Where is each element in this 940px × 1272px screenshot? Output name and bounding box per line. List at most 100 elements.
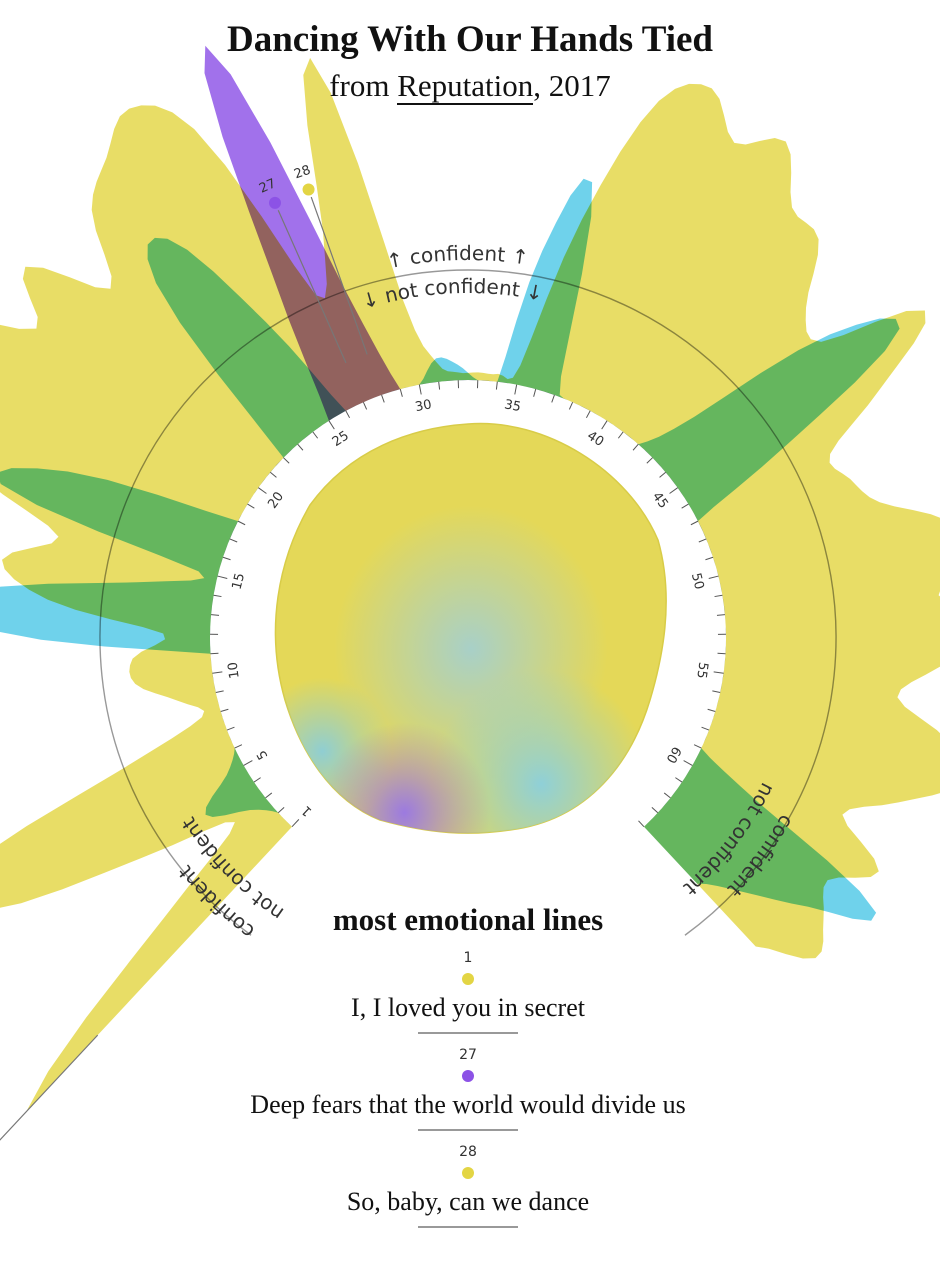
area-blue xyxy=(0,178,900,921)
emotional-line-item: 1 I, I loved you in secret xyxy=(0,950,936,1047)
line-text: So, baby, can we dance xyxy=(346,1187,590,1216)
tick-label: 20 xyxy=(265,489,287,511)
divider xyxy=(418,1226,518,1228)
tick-mark xyxy=(229,538,238,543)
emotion-blob xyxy=(274,422,667,834)
tick-mark xyxy=(247,503,255,509)
tick-mark xyxy=(681,503,689,509)
line-color-dot xyxy=(462,1070,474,1082)
tick-mark xyxy=(399,388,403,397)
tick-label: 10 xyxy=(226,661,243,679)
emotion-areas xyxy=(0,45,940,1112)
tick-label: 40 xyxy=(584,428,606,450)
area-purple xyxy=(204,45,726,827)
tick-mark xyxy=(328,420,335,430)
tick-mark xyxy=(312,431,319,439)
line-text: Deep fears that the world would divide u… xyxy=(250,1090,686,1119)
tick-mark xyxy=(234,744,243,749)
tick-mark xyxy=(659,471,667,478)
divider xyxy=(418,1129,518,1131)
tick-mark xyxy=(693,744,702,749)
marker-dot xyxy=(302,183,315,196)
tick-mark xyxy=(381,394,385,403)
tick-mark xyxy=(345,410,351,419)
tick-mark xyxy=(698,538,707,543)
emotional-line-item: 28 So, baby, can we dance xyxy=(0,1144,936,1241)
tick-mark xyxy=(646,457,653,464)
song-title: Dancing With Our Hands Tied xyxy=(227,19,713,60)
tick-mark xyxy=(226,726,235,731)
tick-mark xyxy=(716,614,725,616)
tick-label: 5 xyxy=(254,747,271,762)
tick-label: 45 xyxy=(649,489,671,511)
divider xyxy=(418,1032,518,1034)
tick-label: 15 xyxy=(230,572,249,592)
tick-mark xyxy=(217,575,228,579)
tick-mark xyxy=(690,520,699,526)
tick-mark xyxy=(277,807,285,814)
tick-mark xyxy=(712,690,721,694)
tick-mark xyxy=(237,520,246,526)
tick-mark xyxy=(638,820,645,828)
tick-mark xyxy=(418,384,422,395)
marker-dot xyxy=(268,196,281,209)
tick-label: 25 xyxy=(330,428,352,450)
line-color-dot xyxy=(462,973,474,985)
tick-mark xyxy=(215,690,224,694)
marker-stem xyxy=(0,1034,99,1141)
tick-mark xyxy=(714,594,723,598)
marker-label: 27 xyxy=(257,176,278,196)
emotional-line-item: 27 Deep fears that the world would divid… xyxy=(0,1047,936,1144)
emotional-lines-list: 1 I, I loved you in secret 27 Deep fears… xyxy=(0,950,936,1241)
tick-mark xyxy=(713,671,724,674)
tick-mark xyxy=(297,443,304,451)
tick-mark xyxy=(669,487,678,494)
tick-label: 35 xyxy=(503,397,522,415)
line-text: I, I loved you in secret xyxy=(351,993,585,1022)
tick-mark xyxy=(601,420,608,430)
subtitle: from Reputation, 2017 xyxy=(0,68,940,105)
marker-stem xyxy=(277,209,347,364)
tick-label: 60 xyxy=(663,744,684,766)
tick-mark xyxy=(438,381,441,390)
tick-mark xyxy=(253,777,261,783)
label-confident-top: ↑ confident ↑ xyxy=(384,241,530,273)
tick-mark xyxy=(220,708,229,712)
tick-mark xyxy=(291,819,300,828)
subtitle-suffix: , 2017 xyxy=(533,68,611,103)
tick-mark xyxy=(269,471,277,478)
album-link[interactable]: Reputation xyxy=(397,68,534,105)
tick-mark xyxy=(258,487,267,494)
tick-mark xyxy=(533,388,537,397)
tick-mark xyxy=(495,381,498,390)
tick-mark xyxy=(362,401,368,410)
tick-mark xyxy=(683,760,693,766)
tick-mark xyxy=(514,384,518,395)
tick-mark xyxy=(617,431,624,439)
tick-mark xyxy=(212,671,223,674)
tick-mark xyxy=(213,594,222,598)
line-number: 27 xyxy=(459,1047,477,1063)
tick-mark xyxy=(663,792,671,799)
highlight-markers: 1 27 28 xyxy=(0,163,368,1141)
tick-mark xyxy=(551,394,555,403)
tick-mark xyxy=(211,614,220,616)
tick-mark xyxy=(283,457,290,464)
tick-mark xyxy=(705,556,714,561)
tick-mark xyxy=(265,792,273,799)
tick-mark xyxy=(243,760,253,766)
subtitle-prefix: from xyxy=(329,68,398,103)
tick-mark xyxy=(568,401,574,410)
tick-mark xyxy=(675,777,683,783)
line-number: 28 xyxy=(459,1144,477,1160)
tick-mark xyxy=(701,726,710,731)
tick-label: 30 xyxy=(414,397,433,415)
tick-mark xyxy=(651,807,659,814)
marker-stem xyxy=(310,196,368,355)
line-color-dot xyxy=(462,1167,474,1179)
line-number: 1 xyxy=(463,950,473,966)
tick-mark xyxy=(708,575,719,579)
tick-label: 1 xyxy=(299,802,315,819)
tick-mark xyxy=(585,410,591,419)
